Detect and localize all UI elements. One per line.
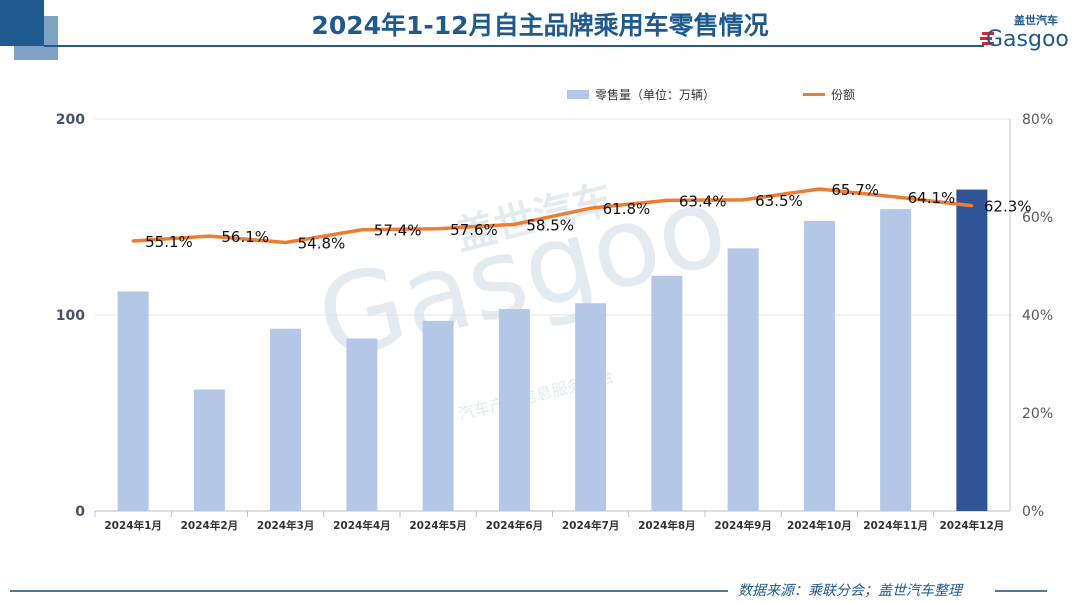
y-tick-right: 40% <box>1022 308 1053 324</box>
bar <box>422 320 454 511</box>
line-point <box>131 239 135 243</box>
bar <box>117 291 149 511</box>
x-tick-label: 2024年11月 <box>863 519 928 532</box>
line-point <box>360 228 364 232</box>
x-tick-label: 2024年6月 <box>486 519 544 532</box>
data-label: 56.1% <box>221 228 269 246</box>
source-note: 数据来源：乘联分会；盖世汽车整理 <box>738 583 962 599</box>
x-tick-label: 2024年9月 <box>714 519 772 532</box>
data-label: 62.3% <box>984 198 1032 216</box>
logo-cn: 盖世汽车 <box>1014 13 1058 27</box>
line-point <box>970 204 974 208</box>
x-tick-label: 2024年10月 <box>787 519 852 532</box>
decor-square <box>0 0 44 46</box>
bar <box>346 338 378 511</box>
legend-label: 零售量（单位：万辆） <box>595 88 716 102</box>
legend-item-bar: 零售量（单位：万辆） <box>567 86 715 103</box>
bar <box>803 220 835 512</box>
page-title: 2024年1-12月自主品牌乘用车零售情况 <box>311 11 769 40</box>
logo-text: Gasgoo <box>986 27 1069 52</box>
footer-divider <box>10 590 728 592</box>
line-point <box>665 198 669 202</box>
footer-divider <box>995 590 1047 592</box>
line-point <box>207 234 211 238</box>
header-divider <box>44 45 984 47</box>
x-tick-label: 2024年5月 <box>409 519 467 532</box>
data-label: 57.4% <box>374 222 422 240</box>
x-tick-label: 2024年12月 <box>939 519 1004 532</box>
line-point <box>512 222 516 226</box>
data-label: 63.5% <box>755 192 803 210</box>
bar <box>880 209 912 511</box>
line-point <box>284 240 288 244</box>
legend-swatch <box>567 90 589 99</box>
y-tick-left: 100 <box>56 308 85 324</box>
y-tick-left: 0 <box>75 504 85 520</box>
legend-swatch <box>803 93 825 96</box>
line-point <box>817 187 821 191</box>
data-label: 65.7% <box>831 181 879 199</box>
gasgoo-logo: 盖世汽车 Gasgoo <box>980 6 1076 60</box>
y-tick-right: 60% <box>1022 210 1053 226</box>
data-label: 55.1% <box>145 233 193 251</box>
y-tick-right: 20% <box>1022 406 1053 422</box>
data-label: 57.6% <box>450 221 498 239</box>
legend-item-line: 份额 <box>803 86 855 103</box>
share-line <box>133 187 973 245</box>
legend-label: 份额 <box>831 88 856 102</box>
data-label: 63.4% <box>679 192 727 210</box>
bar <box>956 189 988 511</box>
x-tick-label: 2024年3月 <box>257 519 315 532</box>
bar <box>270 328 302 511</box>
data-label: 58.5% <box>526 216 574 234</box>
x-tick-label: 2024年2月 <box>181 519 239 532</box>
bar <box>575 303 607 511</box>
line-point <box>894 195 898 199</box>
x-tick-label: 2024年7月 <box>562 519 620 532</box>
line-point <box>589 206 593 210</box>
bar <box>498 309 530 511</box>
line-point <box>436 227 440 231</box>
data-label: 54.8% <box>298 234 346 252</box>
data-label: 64.1% <box>908 189 956 207</box>
y-tick-right: 0% <box>1022 504 1044 520</box>
x-tick-label: 2024年8月 <box>638 519 696 532</box>
x-tick-label: 2024年1月 <box>104 519 162 532</box>
x-tick-label: 2024年4月 <box>333 519 391 532</box>
bar <box>193 389 225 511</box>
bar <box>651 275 683 511</box>
y-tick-left: 200 <box>56 112 85 128</box>
y-tick-right: 80% <box>1022 112 1053 128</box>
data-label: 61.8% <box>603 200 651 218</box>
line-point <box>741 198 745 202</box>
bar <box>727 248 759 512</box>
